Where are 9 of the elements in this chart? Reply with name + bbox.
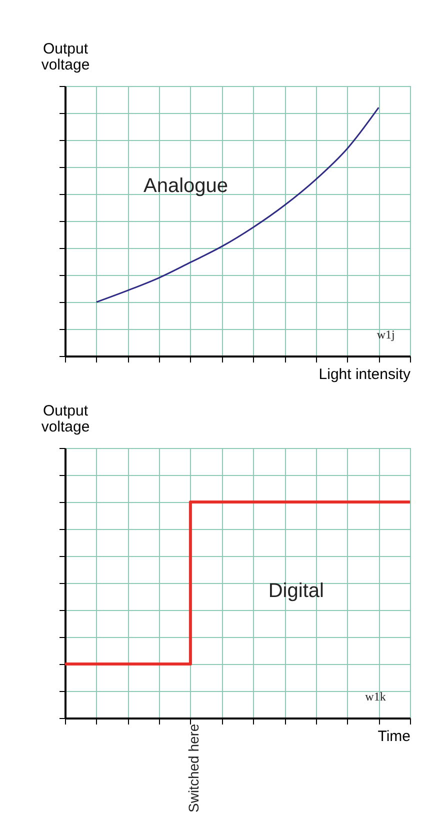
text: Switched here bbox=[186, 724, 202, 812]
y-axis-title: Output voltage bbox=[41, 402, 90, 436]
x-axis-title: Light intensity bbox=[318, 366, 411, 383]
annotation: w1j bbox=[376, 327, 395, 342]
annotation: w1k bbox=[365, 689, 386, 704]
annotation: Analogue bbox=[143, 174, 228, 197]
y-axis-title: Output voltage bbox=[41, 40, 90, 74]
x-axis-title: Time bbox=[378, 728, 410, 745]
annotation: Digital bbox=[268, 580, 324, 602]
